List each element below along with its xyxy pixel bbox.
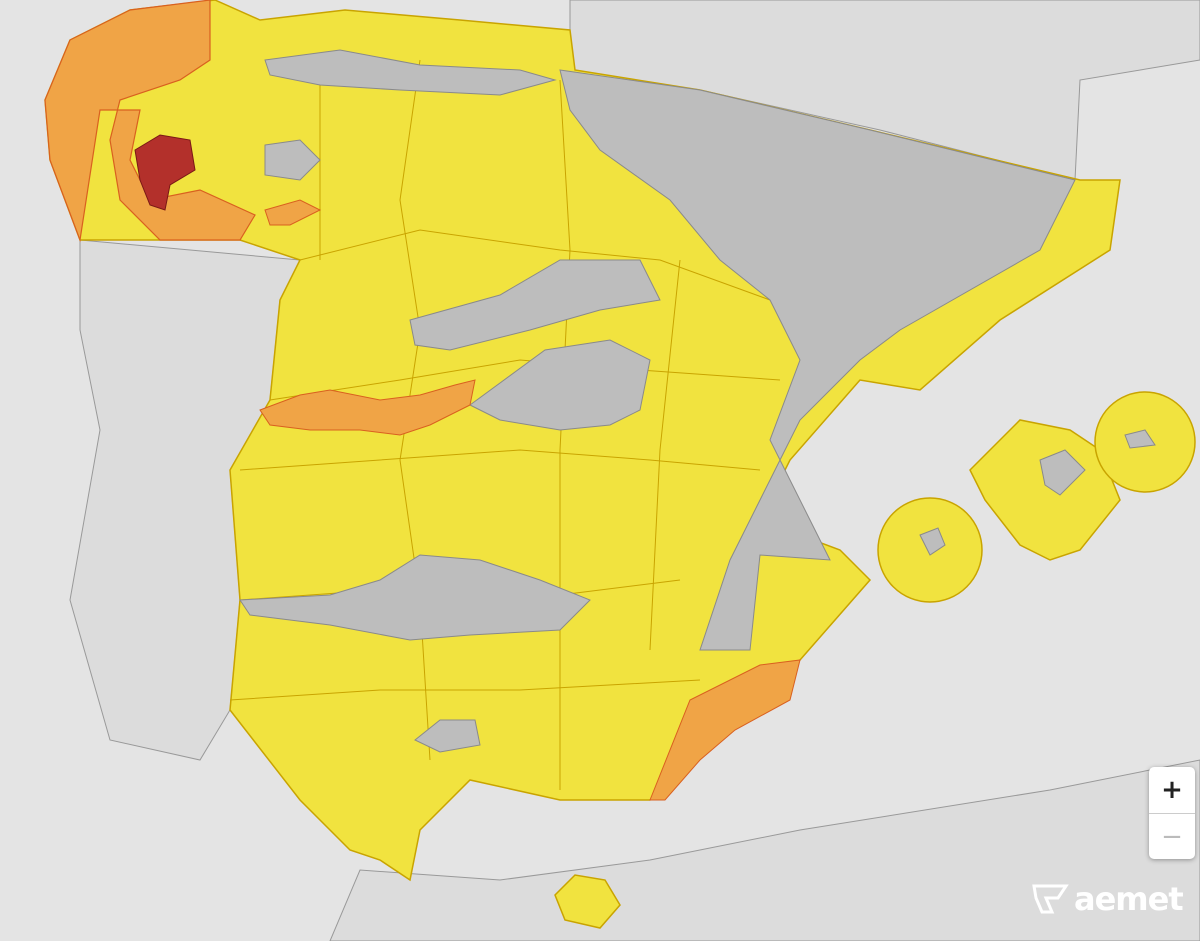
no-warning-leon[interactable]: [264, 139, 321, 181]
no-warning-central-range[interactable]: [409, 259, 661, 351]
zoom-out-button[interactable]: −: [1149, 813, 1195, 859]
orange-warning-galicia[interactable]: [44, 0, 256, 243]
no-warning-madrid[interactable]: [469, 339, 651, 431]
orange-warning-murcia-coast[interactable]: [649, 659, 801, 801]
mallorca-zone[interactable]: [969, 419, 1121, 561]
orange-warning-tajo[interactable]: [259, 379, 476, 436]
no-warning-northeast[interactable]: [559, 69, 1076, 651]
logo-text: aemet: [1074, 880, 1184, 918]
islands-land: [919, 429, 1156, 556]
melilla-zone[interactable]: [554, 874, 621, 929]
zoom-in-button[interactable]: +: [1161, 775, 1183, 805]
orange-warning-ourense[interactable]: [264, 199, 322, 226]
no-warning-cantabria[interactable]: [264, 49, 557, 96]
province-borders: [229, 59, 781, 790]
no-warning-sierra-morena[interactable]: [239, 554, 591, 641]
aemet-logo-icon: [1032, 884, 1069, 914]
zoom-control: + −: [1149, 767, 1195, 859]
aemet-logo: aemet: [1032, 880, 1184, 918]
no-warning-granada[interactable]: [414, 719, 481, 753]
red-warning-pontevedra[interactable]: [134, 134, 196, 211]
